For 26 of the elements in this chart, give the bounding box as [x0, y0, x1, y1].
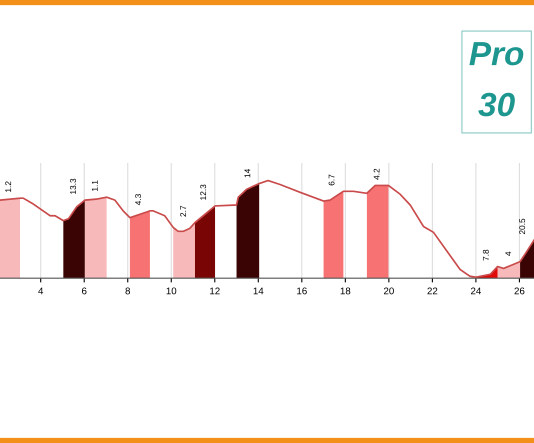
x-tick-label: 12 — [210, 287, 220, 294]
annotation: 1.1 — [92, 180, 98, 191]
x-tick-label: 4 — [38, 288, 44, 294]
annotation: 4.2 — [374, 168, 380, 180]
annotation: 7.8 — [482, 250, 489, 261]
annotation: 2.7 — [180, 206, 186, 217]
text: Pro — [469, 42, 524, 66]
x-tick-label: 24 — [470, 287, 482, 294]
x-tick-label: 10 — [166, 287, 176, 294]
x-tick-label: 8 — [125, 287, 130, 294]
text: 30 — [478, 92, 515, 116]
x-tick-label: 6 — [82, 287, 86, 294]
x-tick-label: 14 — [254, 288, 264, 294]
annotation: 1.2 — [5, 181, 12, 192]
annotation: 13.3 — [70, 178, 76, 194]
annotation: 4.3 — [135, 194, 142, 206]
x-tick-label: 20 — [384, 287, 394, 294]
annotation: 14 — [244, 168, 250, 178]
x-tick-label: 22 — [427, 287, 438, 294]
x-tick-label: 18 — [340, 287, 350, 294]
annotation: 12.3 — [200, 184, 206, 200]
annotation: 4 — [505, 252, 512, 256]
x-tick-label: 16 — [297, 287, 307, 294]
x-tick-label: 26 — [514, 287, 524, 294]
annotation: 6.7 — [328, 174, 335, 186]
annotation: 20.5 — [519, 218, 526, 234]
